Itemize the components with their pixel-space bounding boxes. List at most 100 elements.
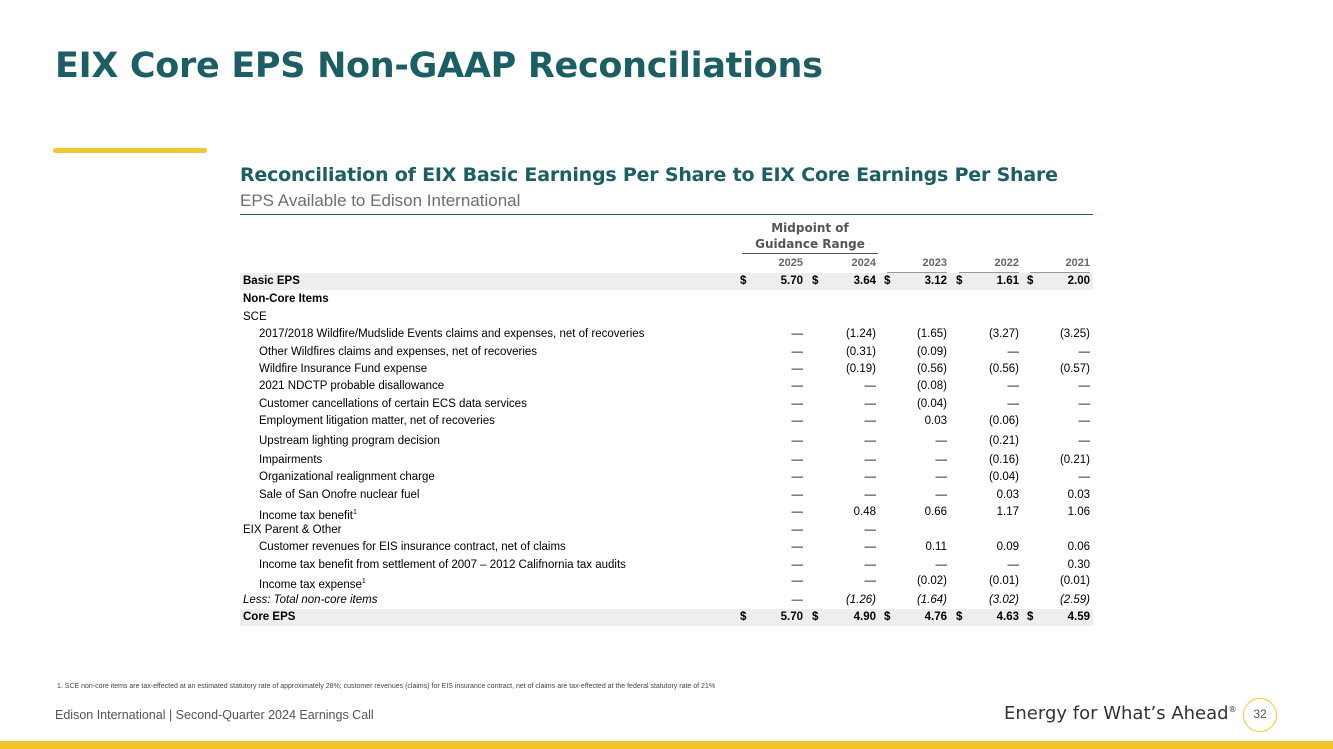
- row-label: Non-Core Items: [243, 293, 329, 305]
- year-underline: [887, 272, 947, 273]
- table-row: Upstream lighting program decision — — — (0.…: [240, 433, 1093, 450]
- value-cell: 0.09: [996, 541, 1019, 553]
- value-cell: 0.11: [925, 541, 947, 553]
- value-cell: (0.21): [1059, 454, 1090, 466]
- value-cell: (1.65): [916, 328, 947, 340]
- value-cell: —: [935, 559, 948, 571]
- table-row: Employment litigation matter, net of rec…: [240, 413, 1093, 430]
- table-row: Less: Total non-core items — (1.26) (1.64) (…: [240, 592, 1093, 609]
- value-cell: 0.03: [924, 415, 947, 427]
- value-cell: —: [1007, 346, 1020, 358]
- value-cell: —: [1078, 435, 1091, 447]
- year-underline: [1030, 272, 1090, 273]
- registered-mark: ®: [1228, 705, 1237, 714]
- value-cell: —: [864, 575, 877, 587]
- value-cell: 5.70: [780, 611, 803, 623]
- value-cell: —: [864, 541, 877, 553]
- value-cell: 0.66: [924, 506, 947, 518]
- dollar-sign: $: [1027, 611, 1034, 623]
- value-cell: —: [1078, 398, 1091, 410]
- footer-tagline: Energy for What’s Ahead®: [1004, 703, 1237, 724]
- table-row: Income tax benefit1 — 0.48 0.66 1.17 1.06: [240, 504, 1093, 522]
- value-cell: —: [791, 328, 804, 340]
- dollar-sign: $: [812, 611, 819, 623]
- value-cell: —: [791, 524, 804, 536]
- value-cell: 1.61: [996, 275, 1019, 287]
- dollar-sign: $: [740, 611, 747, 623]
- row-label: Sale of San Onofre nuclear fuel: [259, 489, 420, 501]
- row-label: Employment litigation matter, net of rec…: [259, 415, 495, 427]
- value-cell: —: [791, 435, 804, 447]
- value-cell: —: [791, 506, 804, 518]
- value-cell: (1.24): [845, 328, 876, 340]
- row-label: Core EPS: [243, 611, 296, 623]
- value-cell: 4.90: [853, 611, 876, 623]
- value-cell: —: [864, 398, 877, 410]
- row-label: EIX Parent & Other: [243, 524, 342, 536]
- table-row: Impairments — — — (0.16) (0.21): [240, 452, 1093, 469]
- row-label: 2021 NDCTP probable disallowance: [259, 380, 445, 392]
- value-cell: (0.04): [916, 398, 947, 410]
- value-cell: 1.06: [1067, 506, 1090, 518]
- row-label: Upstream lighting program decision: [259, 435, 440, 447]
- year-underline: [959, 272, 1019, 273]
- value-cell: —: [1007, 380, 1020, 392]
- value-cell: (0.06): [988, 415, 1019, 427]
- value-cell: —: [1007, 398, 1020, 410]
- value-cell: 4.59: [1067, 611, 1090, 623]
- value-cell: —: [791, 489, 804, 501]
- value-cell: (3.25): [1059, 328, 1090, 340]
- value-cell: —: [791, 575, 804, 587]
- value-cell: (0.01): [1059, 575, 1090, 587]
- value-cell: 3.12: [924, 275, 947, 287]
- value-cell: (2.59): [1059, 594, 1090, 606]
- value-cell: —: [1007, 559, 1020, 571]
- value-cell: —: [864, 471, 877, 483]
- table-row: 2021 NDCTP probable disallowance — — (0.08)…: [240, 378, 1093, 395]
- value-cell: 1.17: [996, 506, 1019, 518]
- dollar-sign: $: [956, 611, 963, 623]
- value-cell: —: [1078, 346, 1091, 358]
- value-cell: —: [864, 524, 877, 536]
- dollar-sign: $: [956, 275, 963, 287]
- value-cell: (0.08): [916, 380, 947, 392]
- dollar-sign: $: [884, 611, 891, 623]
- bottom-accent-bar: [0, 741, 1333, 749]
- table-row: Core EPS $5.70 $4.90 $4.76 $4.63 $4.59: [240, 609, 1093, 626]
- value-cell: 0.30: [1067, 559, 1090, 571]
- value-cell: 0.06: [1067, 541, 1090, 553]
- table-row: 2017/2018 Wildfire/Mudslide Events claim…: [240, 326, 1093, 343]
- value-cell: —: [864, 435, 877, 447]
- value-cell: —: [864, 489, 877, 501]
- dollar-sign: $: [812, 275, 819, 287]
- value-cell: —: [864, 415, 877, 427]
- value-cell: (0.02): [916, 575, 947, 587]
- value-cell: (0.19): [845, 363, 876, 375]
- table-row: Customer cancellations of certain ECS da…: [240, 396, 1093, 413]
- value-cell: —: [791, 471, 804, 483]
- row-label: Wildfire Insurance Fund expense: [259, 363, 428, 375]
- table-row: Wildfire Insurance Fund expense — (0.19) (0…: [240, 361, 1093, 378]
- midpoint-header-line1: Midpoint of: [771, 221, 849, 235]
- value-cell: 0.03: [996, 489, 1019, 501]
- value-cell: (0.56): [988, 363, 1019, 375]
- value-cell: (1.26): [845, 594, 876, 606]
- dollar-sign: $: [884, 275, 891, 287]
- row-label: Impairments: [259, 454, 323, 466]
- table-row: Non-Core Items: [240, 291, 1093, 308]
- year-header: 2025: [778, 257, 803, 269]
- accent-divider: [53, 148, 207, 153]
- table-row: Organizational realignment charge — — — (0.0…: [240, 469, 1093, 486]
- table-row: Income tax benefit from settlement of 20…: [240, 557, 1093, 574]
- year-header: 2021: [1065, 257, 1090, 269]
- value-cell: 3.64: [853, 275, 876, 287]
- value-cell: 2.00: [1067, 275, 1090, 287]
- row-label: Income tax benefit from settlement of 20…: [259, 559, 626, 571]
- row-label: Customer cancellations of certain ECS da…: [259, 398, 527, 410]
- value-cell: —: [864, 559, 877, 571]
- value-cell: —: [791, 363, 804, 375]
- page-number: 32: [1243, 698, 1277, 732]
- row-label: Income tax benefit1: [259, 509, 357, 522]
- footer-event-label: Edison International | Second-Quarter 20…: [55, 708, 374, 722]
- page-title: EIX Core EPS Non-GAAP Reconciliations: [55, 46, 823, 86]
